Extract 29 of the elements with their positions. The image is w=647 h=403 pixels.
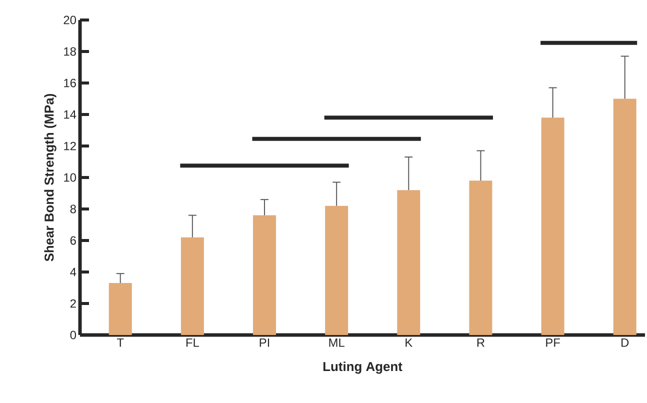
x-tick-label: PF bbox=[546, 338, 560, 347]
x-tick-label: ML bbox=[329, 338, 344, 347]
bar bbox=[180, 237, 204, 335]
bar bbox=[397, 190, 420, 335]
y-tick-label: 18 bbox=[64, 47, 76, 56]
y-tick-label: 0 bbox=[70, 330, 76, 340]
x-tick-label: K bbox=[406, 338, 412, 347]
x-tick-label: D bbox=[622, 338, 629, 347]
y-tick-label: 20 bbox=[64, 16, 76, 24]
y-tick-label: 4 bbox=[70, 268, 76, 276]
y-tick-label: 12 bbox=[64, 142, 76, 150]
y-tick-label: 8 bbox=[70, 204, 76, 214]
bar bbox=[325, 206, 348, 335]
x-tick-label: T bbox=[116, 338, 124, 347]
y-tick-label: 14 bbox=[64, 110, 76, 119]
bar bbox=[541, 118, 564, 335]
x-axis-title: Luting Agent bbox=[323, 362, 402, 374]
bar bbox=[613, 98, 636, 335]
y-tick-label: 6 bbox=[70, 236, 76, 245]
y-tick-label: 10 bbox=[64, 173, 76, 182]
bar bbox=[108, 283, 132, 335]
x-tick-label: FL bbox=[186, 338, 200, 347]
x-tick-label: R bbox=[477, 338, 484, 347]
bar bbox=[253, 215, 276, 335]
bar bbox=[469, 180, 492, 335]
y-tick-label: 2 bbox=[70, 299, 76, 308]
y-tick-label: 16 bbox=[64, 78, 76, 88]
y-axis-title: Shear Bond Strength (MPa) bbox=[44, 94, 56, 262]
x-tick-label: PI bbox=[260, 338, 270, 347]
